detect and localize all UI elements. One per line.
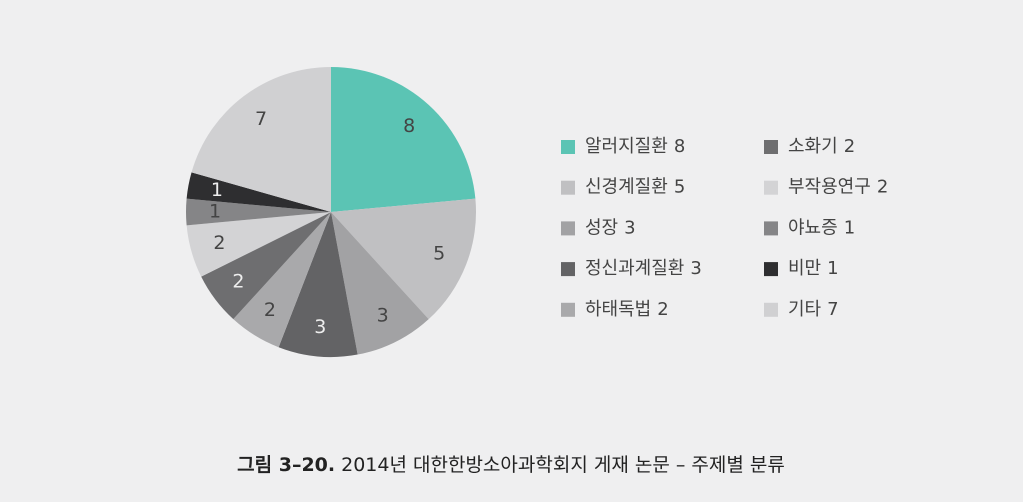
legend-name: 부작용연구 <box>788 177 871 198</box>
legend-swatch <box>764 140 778 154</box>
legend-swatch <box>561 302 575 317</box>
legend-name: 야뇨증 <box>788 217 838 238</box>
legend-name: 성장 <box>585 217 618 238</box>
caption: 그림 3–20. 2014년 대한한방소아과학회지 게재 논문 – 주제별 분류 <box>237 454 785 476</box>
legend-value: 1 <box>827 258 838 279</box>
legend-label: 알러지질환 8 <box>585 136 685 157</box>
legend-name: 신경계질환 <box>585 177 668 198</box>
slice-label: 7 <box>255 108 267 130</box>
legend-name: 기타 <box>788 299 822 320</box>
legend-swatch <box>561 221 575 236</box>
legend-label: 정신과계질환 3 <box>585 258 702 279</box>
pie-slice <box>331 67 476 212</box>
slice-label: 3 <box>314 316 326 338</box>
legend-swatch <box>561 180 575 195</box>
legend-swatch <box>764 302 778 317</box>
legend-name: 알러지질환 <box>585 136 668 157</box>
legend-name: 비만 <box>788 258 821 279</box>
pie-slice <box>201 212 331 320</box>
legend-name: 정신과계질환 <box>585 258 684 279</box>
pie-slice <box>186 212 331 277</box>
slice-label: 1 <box>209 201 221 223</box>
chart-title: 2014년 대한한방소아과학회지 게재 논문 – 주제별 분류 <box>341 454 785 476</box>
legend-value: 1 <box>844 217 855 238</box>
legend-value: 3 <box>690 258 701 279</box>
legend-value: 5 <box>674 177 685 198</box>
legend-value: 3 <box>624 217 635 238</box>
slice-label: 2 <box>213 232 225 254</box>
pie-slice <box>331 198 476 320</box>
legend-swatch <box>764 221 778 236</box>
legend-name: 소화기 <box>788 136 838 157</box>
slice-label: 2 <box>264 299 276 321</box>
slice-label: 8 <box>403 115 415 137</box>
legend-value: 8 <box>674 136 685 157</box>
pie-slice <box>278 212 358 357</box>
pie-slice <box>186 172 331 212</box>
legend-label: 야뇨증 1 <box>788 217 855 238</box>
legend-label: 성장 3 <box>585 217 636 238</box>
legend-value: 2 <box>657 299 668 320</box>
pie-slice <box>185 198 331 226</box>
legend-swatch <box>561 262 575 277</box>
slice-label: 1 <box>211 179 223 201</box>
slice-label: 5 <box>433 242 445 264</box>
figure-label: 그림 3–20. <box>237 454 335 476</box>
pie-slice <box>191 67 331 212</box>
legend-label: 하태독법 2 <box>585 299 669 320</box>
legend-value: 2 <box>844 136 855 157</box>
legend-swatch <box>764 180 778 195</box>
legend-swatch <box>764 262 778 277</box>
legend-label: 신경계질환 5 <box>585 177 685 198</box>
slice-label: 2 <box>232 270 244 292</box>
legend-value: 2 <box>877 177 888 198</box>
legend-label: 부작용연구 2 <box>788 177 888 198</box>
legend-label: 비만 1 <box>788 258 839 279</box>
legend-name: 하태독법 <box>585 299 651 320</box>
pie-slice <box>331 212 429 355</box>
legend-label: 소화기 2 <box>788 136 855 157</box>
legend-swatch <box>561 140 575 154</box>
legend-value: 7 <box>827 299 838 320</box>
legend-label: 기타 7 <box>788 299 839 320</box>
pie-slice <box>233 212 331 348</box>
slice-label: 3 <box>377 304 389 326</box>
